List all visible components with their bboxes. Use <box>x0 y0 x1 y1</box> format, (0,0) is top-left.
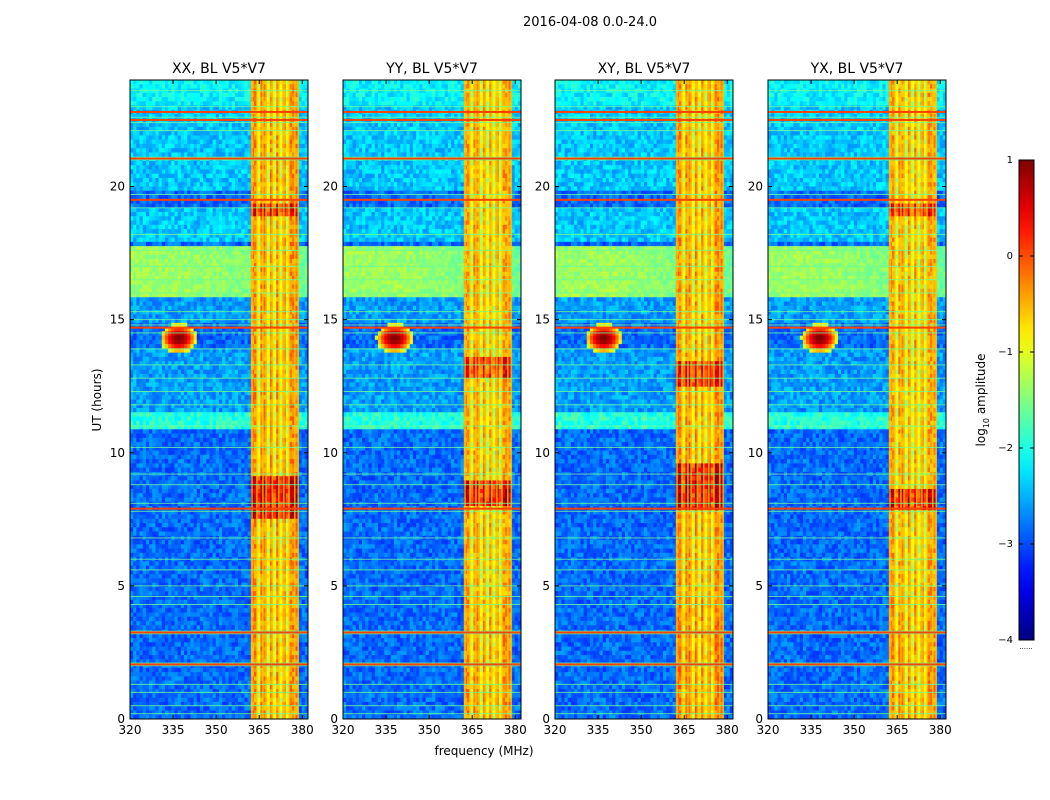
axes-frame <box>767 79 947 720</box>
y-tick-label: 0 <box>542 712 550 726</box>
colorbar-gradient <box>1018 159 1035 641</box>
panel-title: YY, BL V5*V7 <box>385 61 478 77</box>
x-tick-label: 335 <box>162 723 185 737</box>
panel-title: YX, BL V5*V7 <box>810 61 904 77</box>
x-axis-label: frequency (MHz) <box>434 744 533 758</box>
panel-0: XX, BL V5*V7 320 335 350 365 380 0 5 10 15 20 <box>110 61 314 737</box>
heatmap-image <box>343 80 521 719</box>
y-tick-label: 10 <box>323 446 338 460</box>
x-tick-label: 350 <box>418 723 441 737</box>
y-tick-label: 20 <box>110 180 125 194</box>
y-tick-label: 10 <box>110 446 125 460</box>
x-tick-label: 335 <box>800 723 823 737</box>
y-tick-label: 15 <box>748 313 763 327</box>
axes-frame <box>554 79 734 720</box>
colorbar-tick-label: −1 <box>998 347 1013 358</box>
y-tick-label: 20 <box>748 180 763 194</box>
x-tick-label: 350 <box>630 723 653 737</box>
x-tick-label: 320 <box>544 723 567 737</box>
axes-frame <box>129 79 309 720</box>
x-tick-label: 320 <box>757 723 780 737</box>
y-tick-label: 10 <box>748 446 763 460</box>
y-axis-label: UT (hours) <box>90 368 104 431</box>
x-tick-label: 380 <box>291 723 314 737</box>
x-tick-label: 365 <box>673 723 696 737</box>
colorbar-tick-label: 0 <box>1007 251 1013 262</box>
y-tick-label: 15 <box>535 313 550 327</box>
colorbar-note: ...... <box>1019 643 1032 651</box>
figure-suptitle: 2016-04-08 0.0-24.0 <box>523 15 657 30</box>
panel-title: XX, BL V5*V7 <box>172 61 266 77</box>
y-tick-label: 10 <box>535 446 550 460</box>
axes-frame <box>342 79 522 720</box>
y-tick-label: 15 <box>110 313 125 327</box>
colorbar-tick-label: −2 <box>998 443 1013 454</box>
x-tick-label: 335 <box>375 723 398 737</box>
x-tick-label: 350 <box>205 723 228 737</box>
panel-2: XY, BL V5*V7 320 335 350 365 380 0 5 10 15 20 <box>535 61 739 737</box>
x-tick-label: 350 <box>843 723 866 737</box>
heatmap-image <box>130 80 308 719</box>
colorbar-tick-label: 1 <box>1007 155 1013 166</box>
panel-title: XY, BL V5*V7 <box>598 61 691 77</box>
y-tick-label: 5 <box>542 579 550 593</box>
x-tick-label: 320 <box>332 723 355 737</box>
y-tick-label: 0 <box>330 712 338 726</box>
y-tick-label: 5 <box>755 579 763 593</box>
y-tick-label: 20 <box>323 180 338 194</box>
x-tick-label: 380 <box>929 723 952 737</box>
colorbar-label: log10 amplitude <box>974 354 991 447</box>
y-tick-label: 0 <box>117 712 125 726</box>
panel-1: YY, BL V5*V7 320 335 350 365 380 0 5 10 15 20 <box>323 61 527 737</box>
x-tick-label: 365 <box>461 723 484 737</box>
colorbar-tick-label: −3 <box>998 539 1013 550</box>
y-tick-label: 5 <box>330 579 338 593</box>
x-tick-label: 335 <box>587 723 610 737</box>
x-tick-label: 365 <box>886 723 909 737</box>
x-tick-label: 380 <box>716 723 739 737</box>
heatmap-image <box>555 80 733 719</box>
colorbar: 1 0 −1 −2 −3 −4 log10 amplitude...... <box>974 155 1035 651</box>
y-tick-label: 20 <box>535 180 550 194</box>
colorbar-tick-label: −4 <box>998 635 1013 646</box>
y-tick-label: 15 <box>323 313 338 327</box>
x-tick-label: 365 <box>248 723 271 737</box>
x-tick-label: 320 <box>119 723 142 737</box>
x-tick-label: 380 <box>504 723 527 737</box>
y-tick-label: 5 <box>117 579 125 593</box>
heatmap-image <box>768 80 946 719</box>
y-tick-label: 0 <box>755 712 763 726</box>
panel-3: YX, BL V5*V7 320 335 350 365 380 0 5 10 15 20 <box>748 61 952 737</box>
